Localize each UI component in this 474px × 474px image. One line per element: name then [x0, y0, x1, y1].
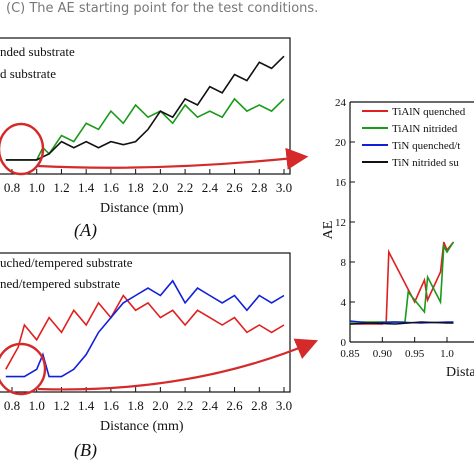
- panel-c-legend: TiAlN quenched TiAlN nitrided TiN quench…: [362, 106, 466, 169]
- panel-a-plot-area: [5, 55, 285, 161]
- panel-b-highlight-circle: [0, 342, 47, 396]
- panel-a-x-tick-label: 2.2: [177, 180, 193, 195]
- panel-a-x-tick-label: 1.2: [53, 180, 69, 195]
- panel-b-legend-entry-2: ned/tempered substrate: [0, 276, 120, 291]
- panel-a-series-green: [5, 97, 285, 161]
- panel-b-x-tick-label: 1.8: [128, 398, 144, 413]
- panel-c-x-tick-label: 0.85: [340, 348, 360, 360]
- panel-a-x-axis: 0.8 1.0 1.2 1.4 1.6 1.8 2.0 2.2 2.4 2.6 2.8 3.0: [4, 169, 292, 195]
- legend-label-tialn-nitrided: TiAlN nitrided: [392, 123, 458, 135]
- panel-c-x-axis-label: Dista: [446, 365, 474, 380]
- panel-b-x-tick-label: 2.4: [202, 398, 219, 413]
- panel-a-x-tick-label: 3.0: [276, 180, 292, 195]
- panel-a-x-tick-label: 2.0: [152, 180, 168, 195]
- panel-b-label: (B): [74, 440, 97, 461]
- panel-b-x-tick-label: 1.4: [78, 398, 95, 413]
- panel-b-x-tick-label: 1.2: [53, 398, 69, 413]
- panel-b-plot-area: [5, 279, 285, 378]
- panel-b: 0.8 1.0 1.2 1.4 1.6 1.8 2.0 2.2 2.4 2.6 2.8 3.0 uch…: [0, 252, 319, 461]
- panel-b-x-axis: 0.8 1.0 1.2 1.4 1.6 1.8 2.0 2.2 2.4 2.6 2.8 3.0: [4, 387, 292, 413]
- panel-b-series-red: [5, 294, 285, 370]
- panel-a-x-tick-label: 1.0: [29, 180, 45, 195]
- panel-b-x-tick-label: 2.0: [152, 398, 168, 413]
- panel-c-x-tick-label: 0.95: [405, 348, 425, 360]
- panel-b-x-axis-label: Distance (mm): [100, 419, 184, 434]
- panel-c-y-tick-label: 16: [335, 177, 347, 189]
- panel-c-x-tick-label: 0.90: [373, 348, 393, 360]
- panel-b-arrow: [37, 338, 319, 391]
- panel-a-x-tick-label: 0.8: [4, 180, 20, 195]
- panel-c-y-tick-label: 24: [335, 97, 347, 109]
- panel-b-legend-entry-1: uched/tempered substrate: [0, 255, 133, 270]
- panel-c-axes: 0 4 8 12 16 20 24 0.85 0.90 0.95 1.0: [335, 97, 454, 360]
- panel-b-frame: [0, 252, 291, 393]
- panel-c-y-tick-label: 0: [341, 337, 347, 349]
- panel-a-x-tick-label: 2.6: [226, 180, 243, 195]
- panel-a-x-tick-label: 1.6: [103, 180, 120, 195]
- legend-label-tialn-quenched: TiAlN quenched: [392, 106, 466, 118]
- panel-a: 0.8 1.0 1.2 1.4 1.6 1.8 2.0 2.2 2.4 2.6 2.8 3.0 nde…: [0, 37, 309, 241]
- panel-b-x-tick-label: 2.6: [226, 398, 243, 413]
- panel-c-y-tick-label: 20: [335, 137, 347, 149]
- panel-c: 0 4 8 12 16 20 24 0.85 0.90 0.95 1.0 AE Dista TiAl…: [321, 97, 474, 380]
- panel-c-y-axis-label: AE: [321, 221, 336, 240]
- panel-a-frame: [0, 37, 291, 175]
- panel-b-x-tick-label: 1.6: [103, 398, 120, 413]
- panel-b-series-blue: [5, 279, 285, 378]
- panel-b-x-tick-label: 2.2: [177, 398, 193, 413]
- panel-a-x-tick-label: 2.4: [202, 180, 219, 195]
- panel-a-legend-entry-2: d substrate: [0, 66, 56, 81]
- panel-b-x-tick-label: 2.8: [251, 398, 267, 413]
- panel-a-x-tick-label: 2.8: [251, 180, 267, 195]
- panel-c-plot-area: [350, 241, 455, 325]
- panel-c-series-black: [350, 321, 454, 325]
- panel-a-x-axis-label: Distance (mm): [100, 201, 184, 216]
- panel-c-y-tick-label: 8: [341, 257, 347, 269]
- panel-c-series-red: [350, 241, 455, 325]
- panel-b-x-tick-label: 0.8: [4, 398, 20, 413]
- panel-b-x-tick-label: 3.0: [276, 398, 292, 413]
- panel-a-arrow: [37, 147, 309, 170]
- panel-a-series-black: [5, 55, 285, 161]
- legend-label-tin-nitrided: TiN nitrided su: [392, 157, 459, 169]
- legend-label-tin-quenched: TiN quenched/t: [392, 140, 460, 152]
- figure-caption: (C) The AE starting point for the test c…: [6, 1, 318, 16]
- panel-c-x-tick-label: 1.0: [440, 348, 454, 360]
- panel-c-y-tick-label: 4: [341, 297, 347, 309]
- panel-a-x-tick-label: 1.8: [128, 180, 144, 195]
- panel-a-legend-entry-1: nded substrate: [0, 44, 75, 59]
- panel-a-highlight-circle: [0, 122, 45, 176]
- panel-c-series-green: [350, 241, 455, 323]
- panel-a-label: (A): [74, 220, 97, 241]
- panel-b-x-tick-label: 1.0: [29, 398, 45, 413]
- panel-c-y-tick-label: 12: [335, 217, 346, 229]
- panel-a-x-tick-label: 1.4: [78, 180, 95, 195]
